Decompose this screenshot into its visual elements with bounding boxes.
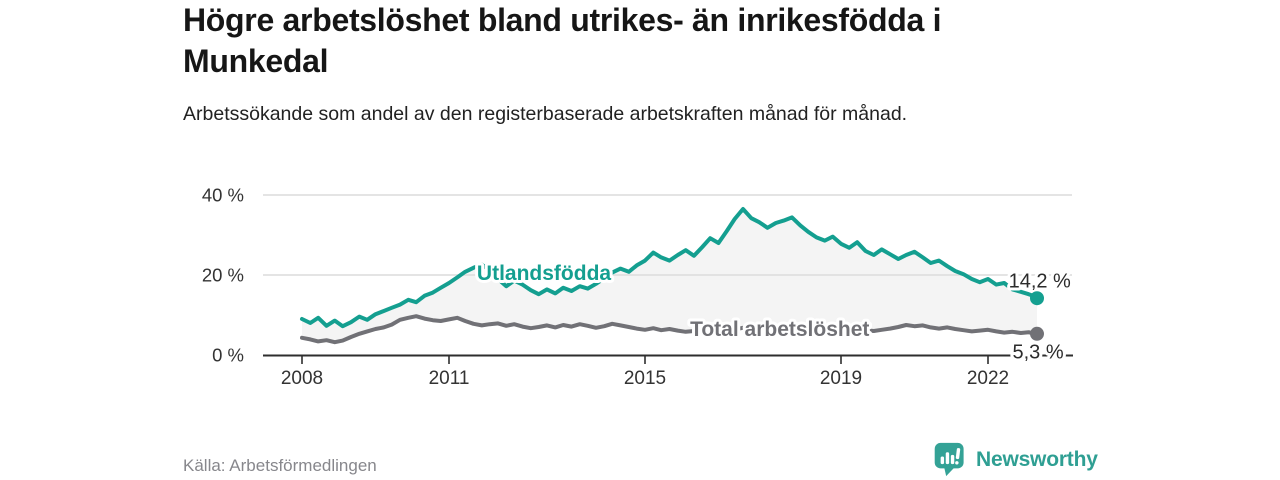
x-tick-label: 2011 (429, 368, 470, 389)
grid-layer (263, 194, 1072, 276)
bar-chart-speech-bubble-icon (934, 442, 964, 477)
y-tick-label: 20 % (202, 265, 244, 286)
x-tick-label: 2022 (967, 368, 1009, 389)
endpoint-dot-total (1030, 326, 1044, 341)
series-layer (300, 207, 1039, 345)
line-chart: 2008 2011 2015 2019 2022 0 % 20 % 40 % Utlandsf… (202, 185, 1074, 390)
y-tick-label: 0 % (212, 345, 244, 366)
y-tick-label: 40 % (202, 185, 244, 206)
x-tick-label: 2015 (624, 368, 666, 389)
end-value-label-utlandsfodda: 14,2 % (1009, 270, 1071, 292)
endpoint-dot-utlandsfodda (1030, 291, 1044, 306)
series-line-utlandsfodda (300, 207, 1039, 329)
newsworthy-logo: Newsworthy (933, 441, 1098, 478)
chart-subtitle: Arbetssökande som andel av den registerb… (183, 103, 908, 125)
axis-layer: 2008 2011 2015 2019 2022 0 % 20 % 40 % (202, 185, 1073, 389)
series-line-total (300, 314, 1039, 345)
endpoint-layer (1030, 291, 1044, 341)
page-title: Högre arbetslöshet bland utrikes- än inr… (183, 2, 942, 79)
newsworthy-wordmark: Newsworthy (976, 447, 1098, 471)
x-tick-label: 2019 (820, 368, 862, 389)
x-tick-label: 2008 (281, 368, 323, 389)
source-note: Källa: Arbetsförmedlingen (183, 456, 377, 475)
series-label-utlandsfodda: Utlandsfödda (477, 262, 611, 285)
end-value-label-total: 5,3 % (1013, 342, 1064, 364)
label-layer: Utlandsfödda 14,2 % Total arbetslöshet 5,3 … (474, 259, 1074, 367)
series-label-total: Total arbetslöshet (690, 318, 869, 341)
